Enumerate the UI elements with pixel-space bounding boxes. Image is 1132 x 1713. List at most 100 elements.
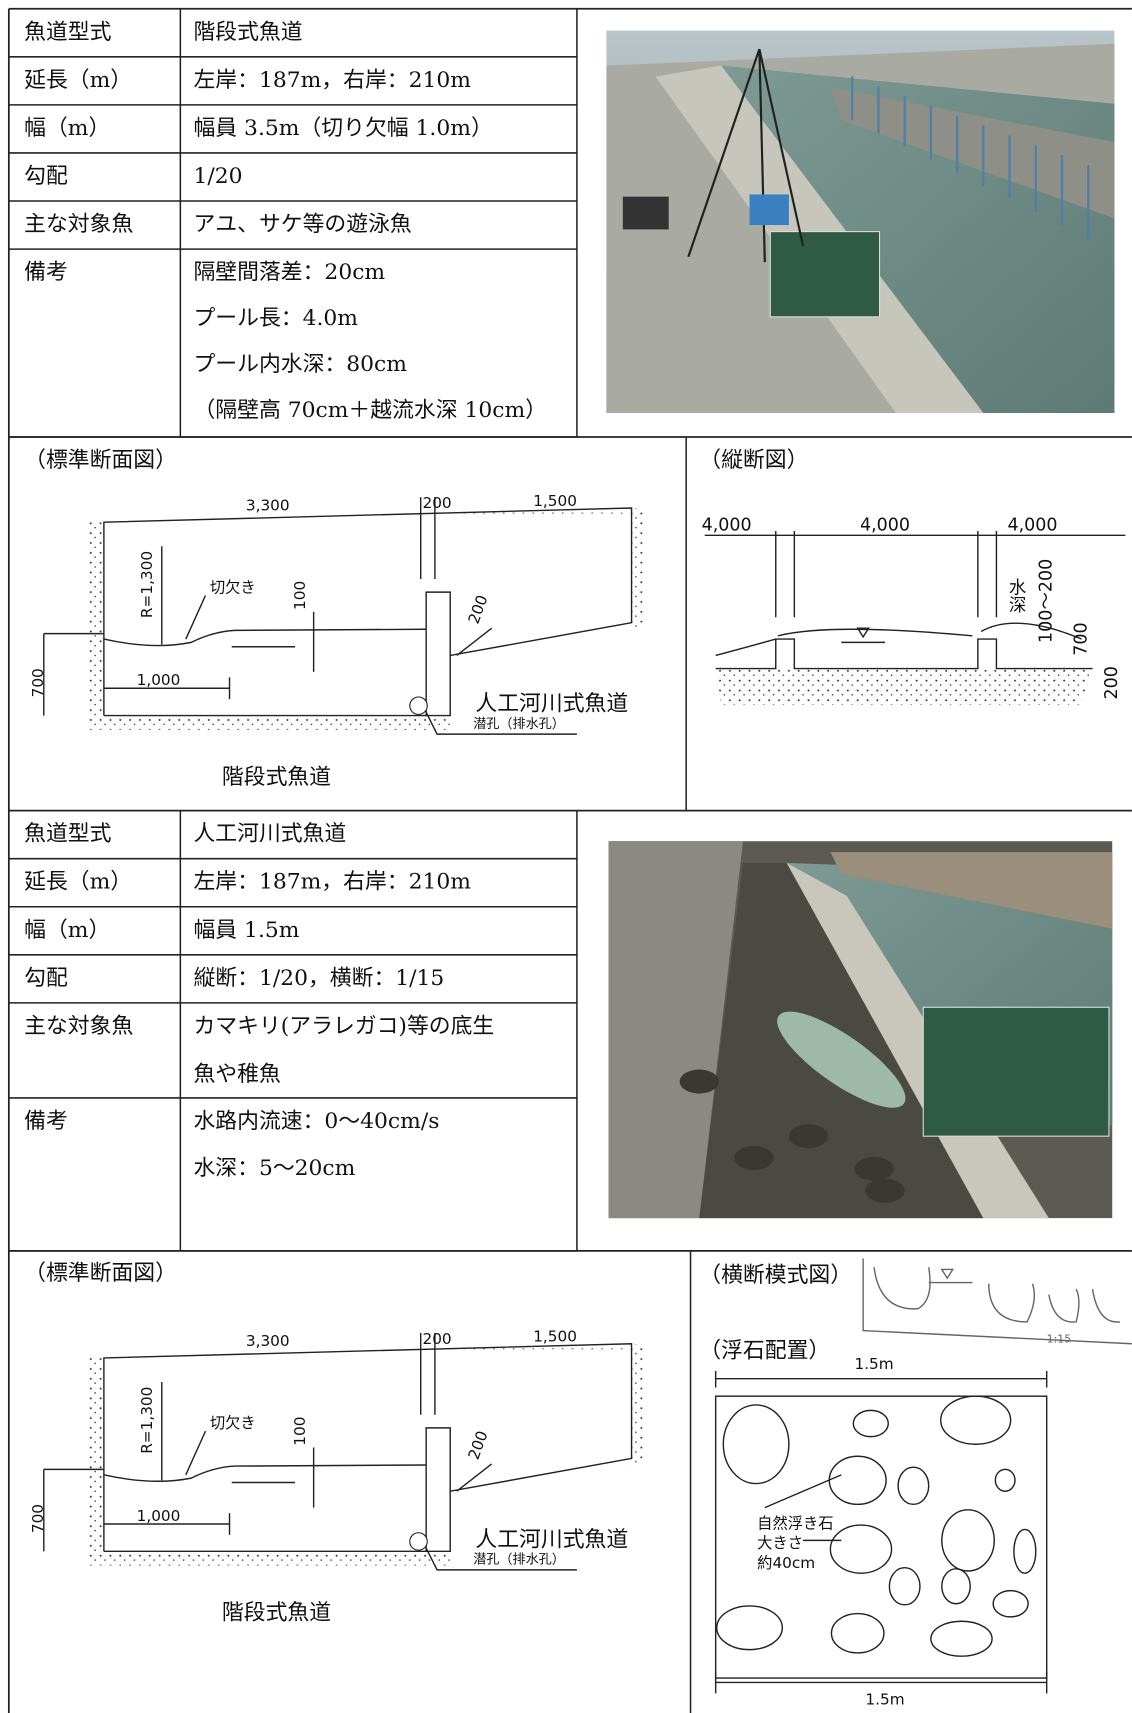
- stone: [930, 1620, 993, 1657]
- dim: [103, 646, 296, 700]
- water-line: [103, 1464, 427, 1482]
- stone: [854, 1156, 894, 1181]
- caption: （標準断面図）: [24, 1261, 177, 1286]
- text: 人工河川式魚道: [475, 692, 628, 717]
- outline: [103, 507, 633, 717]
- stone: [897, 1466, 930, 1506]
- hole: [409, 1532, 428, 1551]
- outline: [715, 638, 1093, 670]
- row-value: 幅員 3.5m（切り欠幅 1.0m）: [193, 116, 492, 141]
- text: 100～200: [1037, 559, 1057, 643]
- text: 700: [29, 1504, 47, 1533]
- cross-schematic: （横断模式図） 1:15: [699, 1258, 1132, 1345]
- stone-wall: [608, 841, 743, 1219]
- text: 自然浮き石: [757, 1515, 833, 1533]
- leader: [185, 1430, 207, 1476]
- stone-wall: [830, 87, 1115, 219]
- text: 階段式魚道: [222, 1601, 331, 1626]
- stone: [888, 1566, 921, 1606]
- text: 100: [291, 581, 309, 610]
- caption: （横断模式図）: [699, 1263, 852, 1288]
- stone-wall: [830, 852, 1113, 929]
- text: 潜孔（排水孔）: [473, 716, 565, 732]
- water-line: [103, 628, 427, 647]
- leader: [425, 1547, 577, 1571]
- row-value: アユ、サケ等の遊泳魚: [193, 212, 411, 237]
- row-value: 1/20: [193, 164, 242, 189]
- row-label: 備考: [24, 260, 68, 285]
- text: 100: [291, 1417, 309, 1446]
- schematic: [862, 1258, 1132, 1345]
- text: 切欠き: [210, 1414, 256, 1432]
- text: 大きさ: [757, 1534, 803, 1552]
- row-value: カマキリ(アラレガコ)等の底生: [193, 1014, 494, 1039]
- text: 階段式魚道: [222, 765, 331, 790]
- dim: [43, 1468, 104, 1552]
- text: 1,500: [533, 492, 577, 510]
- dim: [43, 632, 104, 716]
- row-value: 縦断：1/20，横断：1/15: [193, 966, 444, 991]
- stone: [941, 1509, 995, 1572]
- dim: [161, 1332, 436, 1508]
- channel: [103, 1349, 632, 1552]
- row-value: （隔壁高 70cm＋越流水深 10cm）: [193, 398, 547, 423]
- caption: （縦断図）: [699, 448, 808, 473]
- dim: [456, 627, 493, 657]
- water-mark: [841, 627, 886, 644]
- stone: [734, 1146, 774, 1171]
- stone: [830, 1612, 885, 1654]
- outline: [103, 1343, 633, 1553]
- photo: [608, 841, 1113, 1219]
- row-value: 人工河川式魚道: [193, 822, 346, 847]
- caption: （浮石配置）: [699, 1338, 830, 1363]
- text: 1,000: [137, 671, 181, 689]
- caption: （標準断面図）: [24, 448, 177, 473]
- stone: [992, 1589, 1029, 1618]
- water-mark: [928, 1268, 973, 1284]
- text: 700: [29, 668, 47, 697]
- text: 約40cm: [757, 1554, 815, 1572]
- row-label: 備考: [24, 1109, 68, 1134]
- sign: [769, 231, 881, 318]
- dim: [704, 530, 1126, 618]
- stone: [722, 1404, 790, 1485]
- text: 4,000: [860, 515, 910, 535]
- box: [622, 196, 669, 230]
- text: 200: [423, 1330, 452, 1348]
- row-label: 主な対象魚: [24, 1014, 133, 1039]
- channel: [103, 513, 632, 716]
- row-label: 幅（m）: [24, 918, 110, 943]
- row-value: 隔壁間落差：20cm: [193, 260, 385, 285]
- leader: [764, 1474, 842, 1542]
- text: 人工河川式魚道: [475, 1527, 628, 1552]
- row-value: プール長：4.0m: [193, 306, 358, 331]
- row-label: 勾配: [24, 966, 68, 991]
- text: 3,300: [246, 496, 290, 514]
- text: 切欠き: [210, 578, 256, 596]
- row-label: 主な対象魚: [24, 212, 133, 237]
- text: 水深: [1006, 578, 1026, 613]
- row-value: プール内水深：80cm: [193, 352, 407, 377]
- dim: [103, 1481, 296, 1535]
- leader: [425, 711, 577, 735]
- row-value: 魚や稚魚: [193, 1062, 280, 1087]
- text: 3,300: [246, 1332, 290, 1350]
- row-label: 延長（m）: [24, 870, 132, 895]
- stone: [941, 1568, 971, 1605]
- stone: [940, 1395, 1012, 1445]
- leader: [185, 595, 207, 640]
- row-value: 階段式魚道: [193, 20, 302, 45]
- stone: [994, 1468, 1016, 1492]
- text: 1,000: [137, 1507, 181, 1525]
- text: 200: [1102, 666, 1122, 699]
- row-label: 延長（m）: [24, 68, 132, 93]
- hole: [409, 696, 428, 716]
- stone: [679, 1069, 719, 1094]
- row-label: 魚道型式: [24, 20, 111, 45]
- row-value: 幅員 1.5m: [193, 918, 299, 943]
- dim: [456, 1463, 493, 1492]
- row-value: 水路内流速：0～40cm/s: [193, 1109, 439, 1134]
